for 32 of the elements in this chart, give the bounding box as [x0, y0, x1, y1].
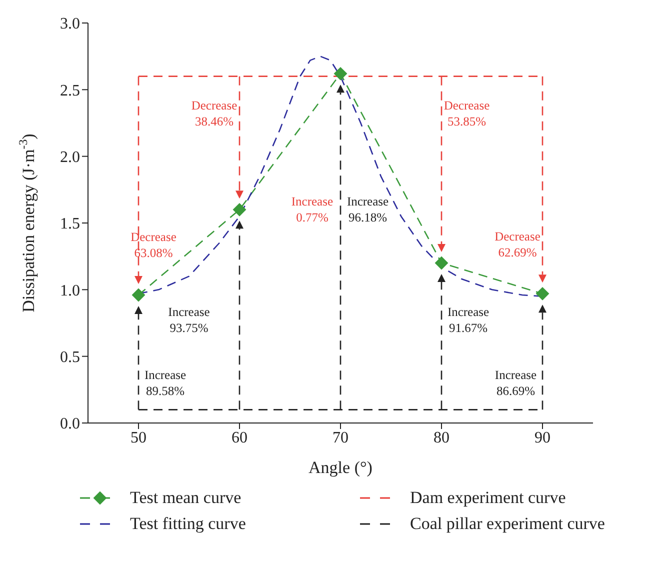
x-tick-label: 50: [130, 429, 146, 446]
annotation: Increase 0.77%: [291, 194, 334, 224]
legend-label: Test mean curve: [130, 488, 242, 508]
x-tick-label: 70: [332, 429, 348, 446]
legend-label: Dam experiment curve: [410, 488, 566, 508]
annotation: Increase 91.67%: [447, 305, 490, 336]
annotation: Decrease 62.69%: [494, 230, 541, 260]
x-axis-title: Angle (°): [308, 458, 372, 477]
y-tick-label: 3.0: [60, 16, 80, 33]
legend-label: Coal pillar experiment curve: [410, 514, 605, 534]
y-tick-label: 2.0: [60, 149, 80, 166]
y-tick-label: 2.5: [60, 82, 80, 100]
y-tick-label: 1.5: [60, 216, 80, 233]
point: [334, 67, 347, 80]
annotation: Increase 93.75%: [168, 305, 210, 336]
annotation: Increase 96.18%: [346, 194, 390, 224]
point: [233, 203, 246, 216]
legend-label: Test fitting curve: [130, 514, 246, 534]
y-tick-label: 1.0: [60, 282, 80, 300]
y-tick-label: 0.0: [60, 416, 80, 433]
y-tick-label: 0.5: [60, 349, 80, 366]
x-tick-label: 90: [534, 429, 550, 446]
point: [132, 288, 145, 302]
annotation: Increase 89.58%: [144, 368, 187, 398]
annotation: Decrease 63.08%: [130, 230, 177, 260]
x-tick-label: 80: [434, 429, 450, 446]
point: [536, 287, 549, 300]
x-tick-label: 60: [232, 429, 248, 446]
annotation: Increase 86.69%: [494, 368, 537, 398]
annotation: Decrease 53.85%: [444, 98, 490, 128]
annotation: Decrease 38.46%: [191, 98, 238, 128]
point: [435, 256, 448, 270]
